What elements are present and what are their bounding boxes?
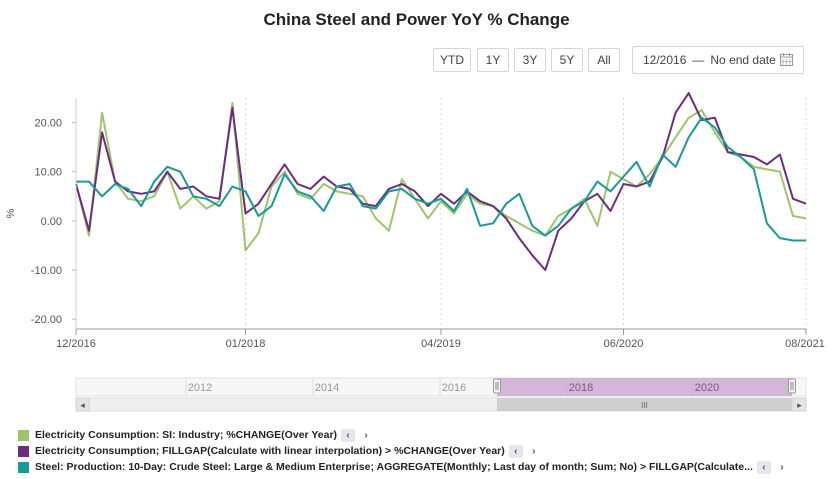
x-tick-label: 08/2021 <box>785 338 825 350</box>
date-range-start: 12/2016 <box>643 53 687 67</box>
legend-swatch-2 <box>18 461 29 473</box>
legend-item-2[interactable]: Steel: Production: 10-Day: Crude Steel: … <box>18 460 789 474</box>
range-all-button[interactable]: All <box>588 48 620 72</box>
y-tick-label: 20.00 <box>34 118 62 130</box>
chart-area: 12/2016 01/2018 04/2019 06/2020 08/2021 20.00… <box>5 92 825 412</box>
navigator-left-handle <box>493 378 501 394</box>
x-tick-label: 06/2020 <box>604 338 644 350</box>
range-ytd-button[interactable]: YTD <box>433 48 471 72</box>
scrollbar-thumb <box>497 398 792 411</box>
legend-item-0[interactable]: Electricity Consumption: SI: Industry; %… <box>18 428 373 442</box>
legend-next-2[interactable]: › <box>780 461 784 473</box>
calendar-icon[interactable] <box>780 53 793 66</box>
legend-item-1[interactable]: Electricity Consumption; FILLGAP(Calcula… <box>18 444 541 458</box>
range-5y-button[interactable]: 5Y <box>551 48 583 72</box>
legend-prev-1[interactable]: ‹ <box>508 444 523 458</box>
range-3y-button[interactable]: 3Y <box>514 48 546 72</box>
navigator-year-label-selected: 2018 <box>569 382 593 394</box>
navigator-selection <box>497 378 792 396</box>
series-line-1 <box>75 92 807 271</box>
scroll-left-arrow: ◂ <box>80 400 85 410</box>
scroll-right-button <box>792 397 807 412</box>
legend-prev-2[interactable]: ‹ <box>756 460 771 474</box>
legend-label-2: Steel: Production: 10-Day: Crude Steel: … <box>35 461 753 473</box>
date-range-picker[interactable]: 12/2016 — No end date <box>632 46 804 74</box>
date-range-separator: — <box>692 53 705 67</box>
x-tick-label: 12/2016 <box>56 338 96 350</box>
navigator-right-handle <box>788 378 796 394</box>
chart-title: China Steel and Power YoY % Change <box>263 10 570 29</box>
navigator-year-label: 2016 <box>442 382 466 394</box>
y-tick-label: -20.00 <box>31 314 62 326</box>
range-1y-button[interactable]: 1Y <box>477 48 509 72</box>
legend-swatch-1 <box>18 445 29 457</box>
legend-label-1: Electricity Consumption; FILLGAP(Calcula… <box>35 445 505 457</box>
date-range-end: No end date <box>710 53 776 67</box>
y-tick-label: 10.00 <box>34 167 62 179</box>
scroll-right-arrow: ▸ <box>797 400 802 410</box>
y-tick-label: -10.00 <box>31 265 62 277</box>
y-axis-label: % <box>5 208 17 218</box>
scrollbar-grip: III <box>641 401 648 410</box>
navigator-year-label-selected: 2020 <box>695 382 719 394</box>
navigator-year-label: 2014 <box>315 382 339 394</box>
scroll-left-button <box>75 397 90 412</box>
legend-next-1[interactable]: › <box>532 445 536 457</box>
legend-prev-0[interactable]: ‹ <box>341 428 356 442</box>
legend-next-0[interactable]: › <box>364 429 368 441</box>
legend-swatch-0 <box>18 429 29 441</box>
series-line-2 <box>76 116 806 242</box>
x-tick-label: 01/2018 <box>226 338 266 350</box>
x-tick-label: 04/2019 <box>421 338 461 350</box>
series-line-0 <box>75 101 807 252</box>
y-tick-label: 0.00 <box>41 216 62 228</box>
legend-label-0: Electricity Consumption: SI: Industry; %… <box>35 429 338 441</box>
navigator-year-label: 2012 <box>188 382 212 394</box>
